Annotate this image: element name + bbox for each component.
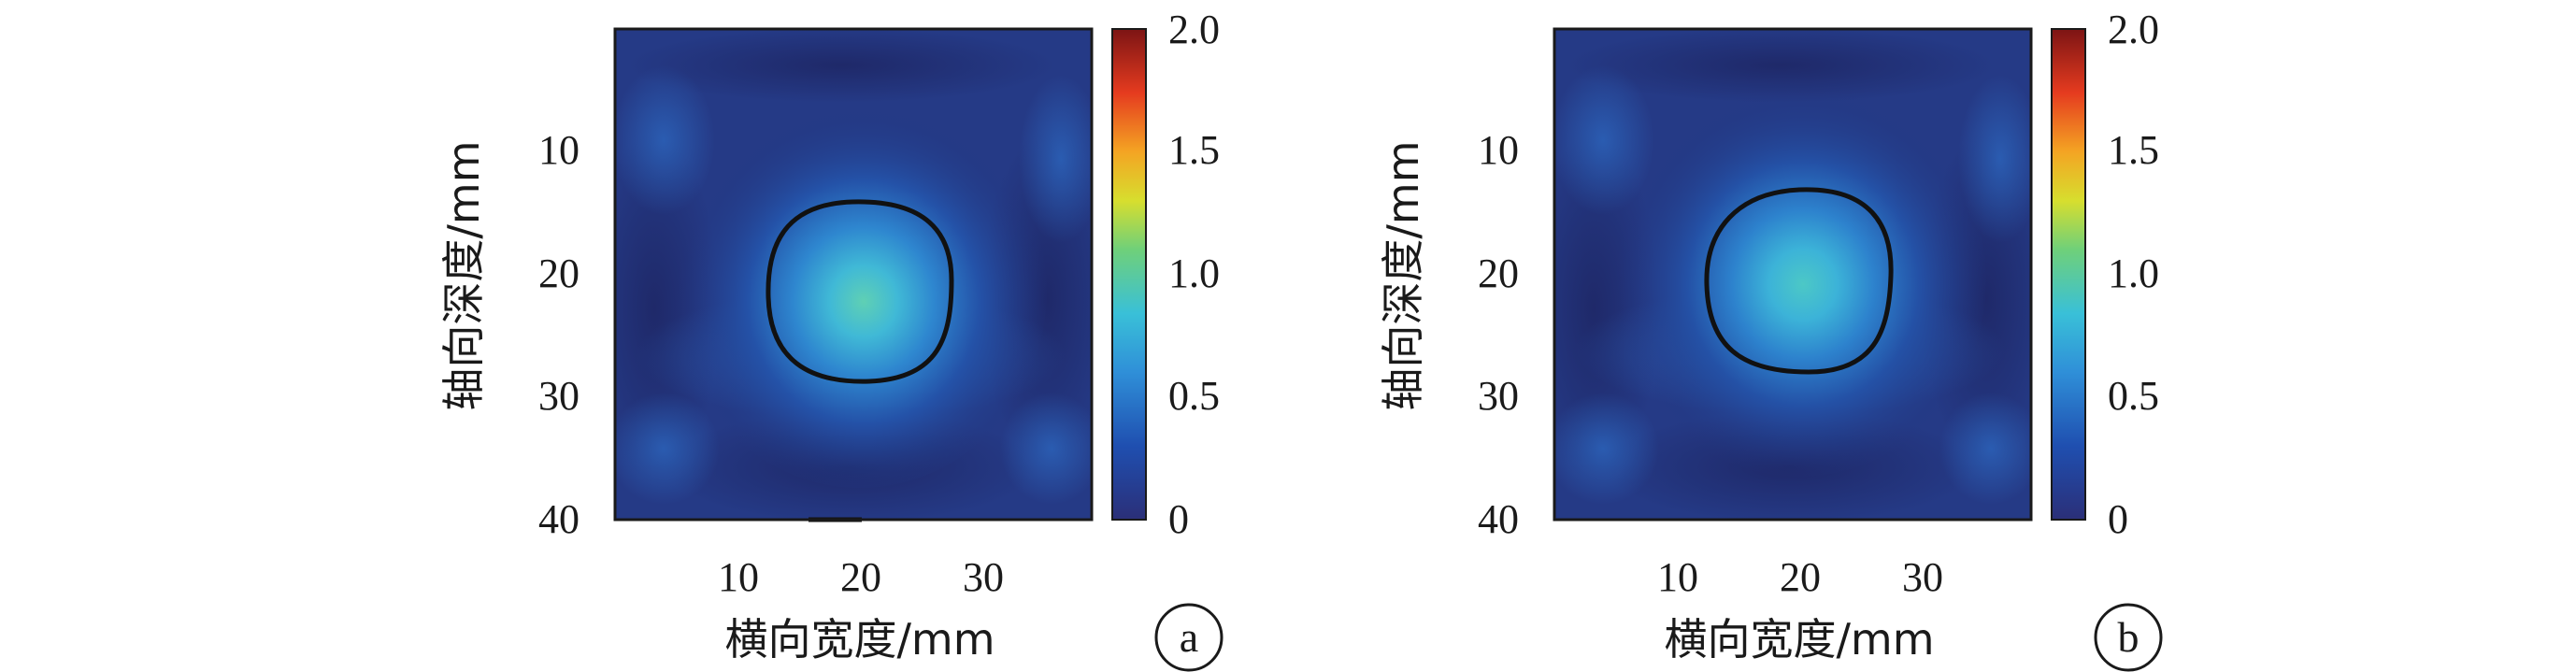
x-axis-title-a: 横向宽度/mm xyxy=(724,614,995,665)
x-tick-label: 20 xyxy=(1780,554,1821,600)
contour-a xyxy=(766,199,954,384)
colorbar-tick-label: 0 xyxy=(1168,496,1189,542)
y-axis-title-a: 轴向深度/mm xyxy=(438,140,489,410)
heatmap-b xyxy=(1554,29,2031,520)
y-tick-label: 20 xyxy=(1478,250,1519,296)
y-tick-label: 20 xyxy=(538,250,580,296)
x-ticks-a: 10 20 30 xyxy=(718,554,1004,600)
svg-text:b: b xyxy=(2118,613,2140,661)
heatmap-a xyxy=(615,29,1092,520)
y-tick-label: 30 xyxy=(1478,373,1519,419)
y-tick-label: 40 xyxy=(538,496,580,542)
colorbar-tick-label: 2.0 xyxy=(1168,7,1220,52)
colorbar-tick-label: 1.5 xyxy=(1168,127,1220,173)
panel-label-b: b xyxy=(2094,603,2163,672)
colorbar-tick-label: 1.5 xyxy=(2108,127,2159,173)
panel-b: 10 20 30 10 20 30 40 横向宽度/mm 轴向深度/mm 0 0… xyxy=(1378,7,2163,672)
colorbar-tick-label: 1.0 xyxy=(1168,250,1220,296)
colorbar-tick-label: 1.0 xyxy=(2108,250,2159,296)
colorbar-tick-label: 2.0 xyxy=(2108,7,2159,52)
contour-b xyxy=(1704,187,1894,375)
x-axis-title-b: 横向宽度/mm xyxy=(1664,614,1934,665)
panel-label-a: a xyxy=(1154,603,1224,672)
panel-a: 10 20 30 10 20 30 40 横向宽度/mm 轴向深度/mm 0 0… xyxy=(438,7,1224,672)
y-ticks-a: 10 20 30 40 xyxy=(538,127,580,542)
plot-frame-a xyxy=(613,27,1094,522)
colorbar-tick-label: 0.5 xyxy=(2108,373,2159,419)
x-ticks-b: 10 20 30 xyxy=(1657,554,1943,600)
colorbar-tick-label: 0 xyxy=(2108,496,2128,542)
y-tick-label: 10 xyxy=(1478,127,1519,173)
plot-frame-b xyxy=(1553,27,2033,522)
x-tick-label: 20 xyxy=(840,554,881,600)
x-tick-label: 30 xyxy=(1902,554,1943,600)
colorbar-b: 0 0.5 1.0 1.5 2.0 xyxy=(2051,7,2159,542)
x-tick-label: 10 xyxy=(1657,554,1698,600)
x-tick-label: 10 xyxy=(718,554,759,600)
y-ticks-b: 10 20 30 40 xyxy=(1478,127,1519,542)
svg-text:a: a xyxy=(1180,613,1198,661)
x-tick-label: 30 xyxy=(963,554,1004,600)
colorbar-a: 0 0.5 1.0 1.5 2.0 xyxy=(1111,7,1220,542)
y-tick-label: 10 xyxy=(538,127,580,173)
colorbar-tick-label: 0.5 xyxy=(1168,373,1220,419)
y-tick-label: 40 xyxy=(1478,496,1519,542)
y-tick-label: 30 xyxy=(538,373,580,419)
y-axis-title-b: 轴向深度/mm xyxy=(1378,140,1428,410)
